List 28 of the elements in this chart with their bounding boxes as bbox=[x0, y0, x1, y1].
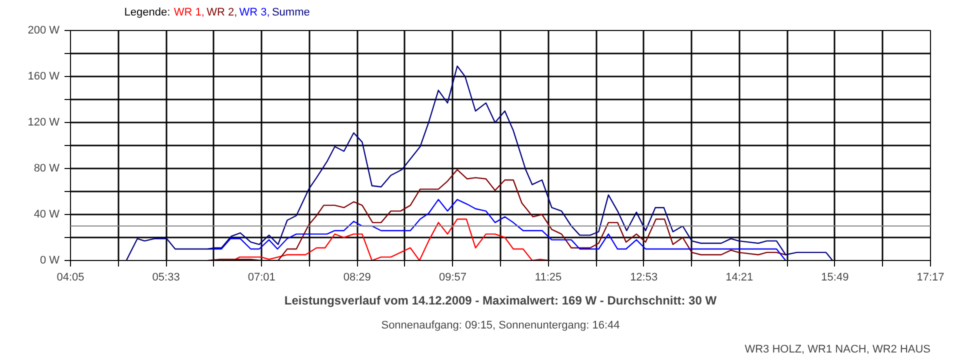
x-tick-label: 04:05 bbox=[56, 272, 84, 284]
x-tick-label: 07:01 bbox=[248, 272, 276, 284]
legend-title: Legende: bbox=[124, 6, 170, 18]
y-tick-label: 40 W bbox=[34, 208, 60, 220]
y-tick-label: 80 W bbox=[34, 162, 60, 174]
text: WR 2, bbox=[206, 6, 238, 18]
line-series bbox=[126, 66, 834, 260]
text: WR 3, bbox=[239, 6, 270, 18]
x-tick-label: 14:21 bbox=[726, 272, 754, 284]
x-tick-label: 12:53 bbox=[630, 272, 658, 284]
x-tick-label: 09:57 bbox=[438, 272, 466, 284]
x-tick-label: 17:17 bbox=[916, 272, 944, 284]
x-tick-label: 11:25 bbox=[534, 272, 562, 284]
y-tick-label: 160 W bbox=[28, 70, 60, 82]
x-tick-label: 08:29 bbox=[343, 272, 371, 284]
x-tick-label: 15:49 bbox=[821, 272, 849, 284]
text: Summe bbox=[272, 6, 310, 18]
y-tick-label: 200 W bbox=[28, 24, 60, 36]
line-series bbox=[207, 169, 786, 260]
text: Sonnenaufgang: 09:15, Sonnenuntergang: 16:44 bbox=[381, 320, 620, 332]
text: WR 1, bbox=[174, 6, 204, 18]
y-tick-label: 120 W bbox=[28, 116, 60, 128]
line-series bbox=[232, 218, 550, 260]
line-series bbox=[207, 198, 786, 260]
y-tick-label: 0 W bbox=[40, 254, 60, 266]
text: WR3 HOLZ, WR1 NACH, WR2 HAUS bbox=[744, 344, 931, 356]
x-tick-label: 05:33 bbox=[152, 272, 180, 284]
text: Leistungsverlauf vom 14.12.2009 - Maximalwert: 169 W - Durchschnitt: 30 W bbox=[284, 294, 718, 308]
